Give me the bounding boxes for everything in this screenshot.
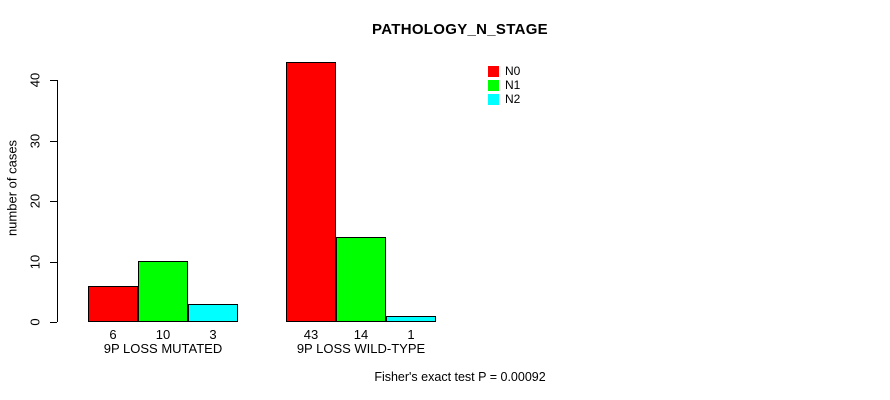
legend-item-n1: N1 (488, 78, 520, 92)
bar-n2-group1 (188, 304, 238, 322)
bar-n0-group2 (286, 62, 336, 322)
x-axis-category-label: 9P LOSS WILD-TYPE (296, 341, 426, 356)
legend-item-n2: N2 (488, 92, 520, 106)
bar-value-label: 14 (353, 327, 369, 342)
chart-title: PATHOLOGY_N_STAGE (372, 21, 548, 38)
bar-n2-group2 (386, 316, 436, 322)
x-axis-category-label: 9P LOSS MUTATED (103, 341, 223, 356)
y-axis-tick (50, 322, 57, 323)
bar-value-label: 43 (303, 327, 319, 342)
y-axis-tick (50, 140, 57, 142)
bar-n1-group1 (138, 261, 188, 322)
bar-value-label: 6 (109, 327, 117, 342)
y-axis-tick (50, 201, 57, 202)
y-axis-tick (50, 80, 57, 81)
legend-swatch-n1 (488, 79, 499, 91)
y-axis-label: number of cases (4, 139, 20, 237)
y-axis-tick-label: 40 (27, 72, 43, 88)
bar-value-label: 3 (209, 327, 217, 342)
bar-n1-group2 (336, 237, 386, 322)
y-axis-tick-label: 0 (27, 318, 43, 326)
legend-item-n0: N0 (488, 64, 520, 78)
legend-swatch-n0 (488, 65, 499, 77)
y-axis-line (57, 80, 58, 322)
legend-label: N2 (505, 92, 521, 106)
y-axis-tick-label: 30 (27, 133, 43, 148)
y-axis-tick-label: 20 (27, 193, 43, 209)
bar-value-label: 1 (407, 327, 415, 342)
annotation-pvalue: Fisher's exact test P = 0.00092 (374, 370, 546, 384)
y-axis-tick (50, 261, 57, 263)
legend-label: N0 (505, 64, 521, 78)
bar-value-label: 10 (155, 327, 171, 342)
y-axis-tick-label: 10 (27, 254, 43, 269)
bar-n0-group1 (88, 286, 138, 322)
legend-swatch-n2 (488, 93, 499, 105)
legend: N0 N1 N2 (488, 64, 520, 106)
legend-label: N1 (505, 78, 521, 92)
